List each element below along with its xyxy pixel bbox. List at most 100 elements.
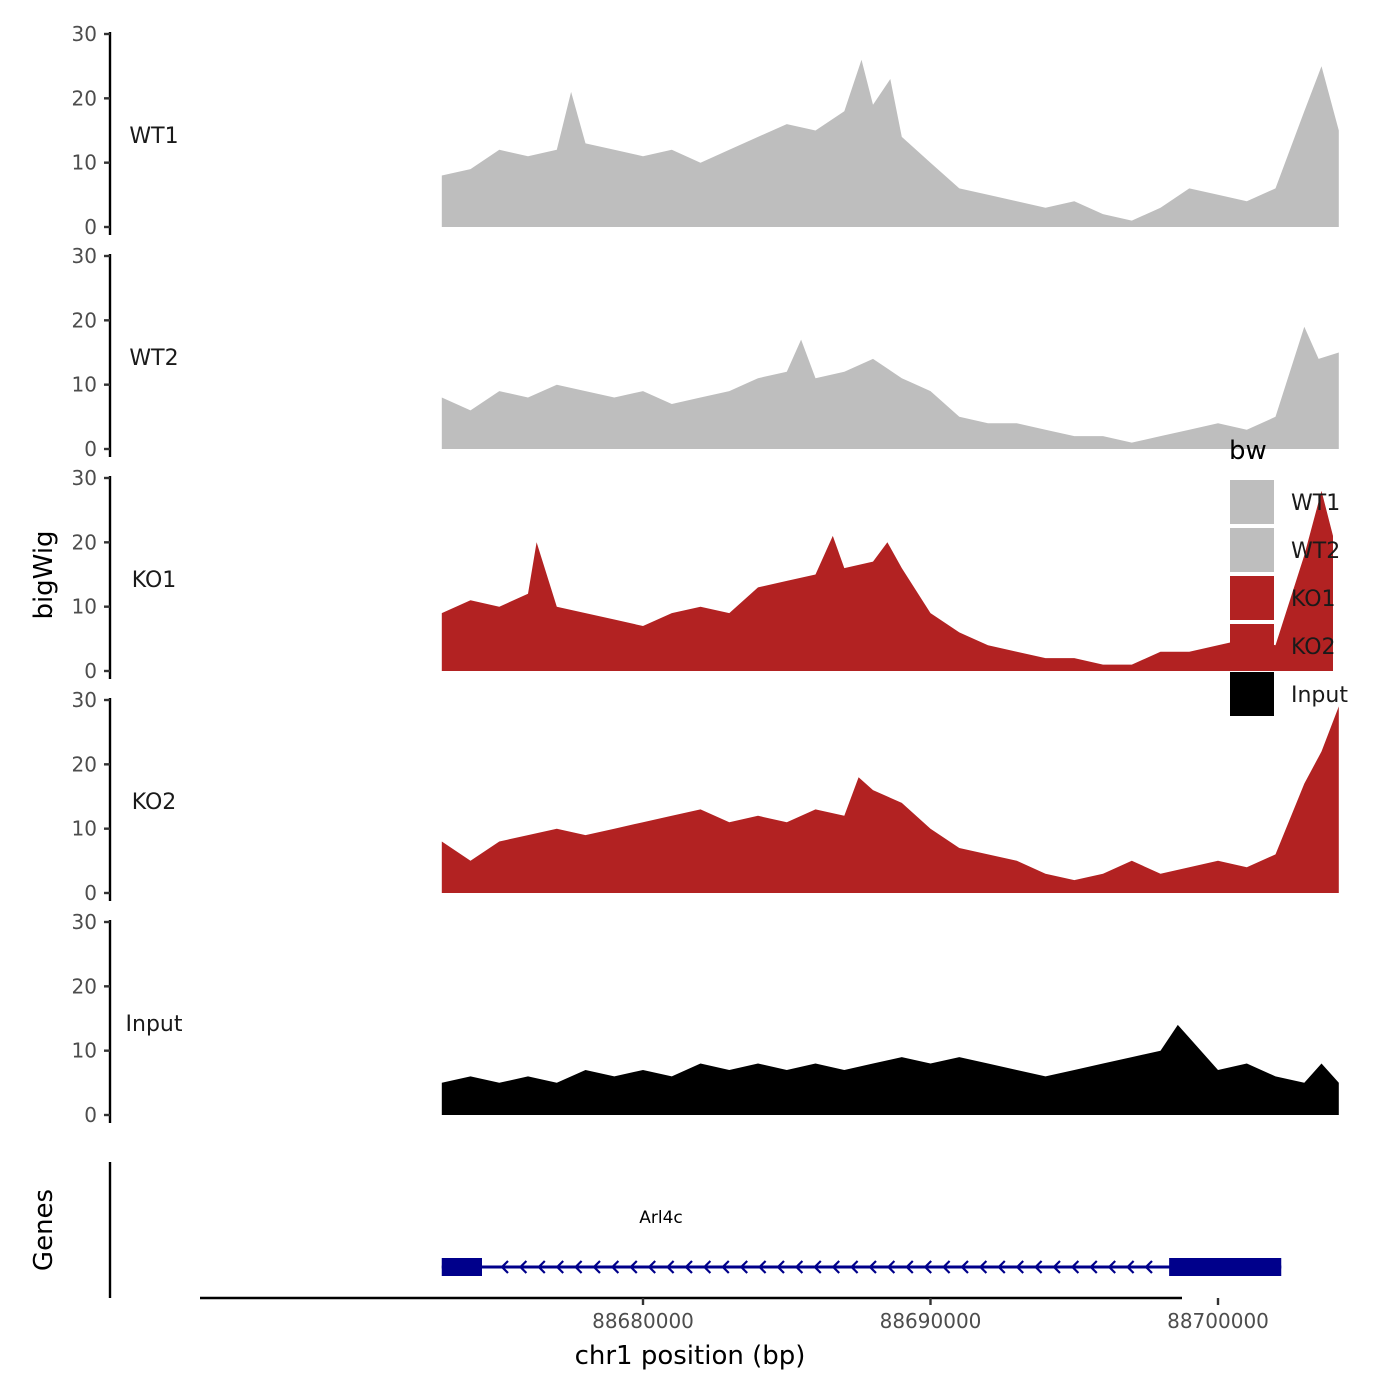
track-label-ko2: KO2 [132,790,177,815]
x-tick-label: 88680000 [592,1309,694,1333]
y-tick-label: 20 [72,308,97,332]
y-tick-label: 10 [72,595,97,619]
track-ko1: 0 10 20 30 KO1 [72,466,1333,683]
strand-arrow [813,1260,822,1274]
strand-arrow [610,1260,620,1274]
y-tick-label: 20 [72,86,97,110]
x-tick-label: 88690000 [880,1309,982,1333]
legend-swatch [1230,672,1274,716]
y-tick-label: 0 [84,659,97,683]
legend-swatch [1230,528,1274,572]
y-tick-label: 10 [72,817,97,841]
y-tick-label: 30 [72,244,97,268]
y-tick-label: 0 [84,437,97,461]
track-label-ko1: KO1 [132,568,177,593]
track-label-wt2: WT2 [129,346,178,371]
strand-arrow [500,1260,509,1274]
strand-arrow [831,1260,840,1274]
legend-item-ko1: KO1 [1230,576,1336,620]
strand-arrow [1144,1260,1153,1274]
track-label-input: Input [126,1012,183,1037]
track-input: 0 10 20 30 Input [72,910,1339,1127]
strand-arrow [647,1260,656,1274]
strand-arrow [942,1260,951,1274]
y-tick-label: 20 [72,530,97,554]
legend-label: WT1 [1291,491,1340,516]
strand-arrow [629,1260,638,1274]
strand-arrow [1089,1260,1098,1274]
y-tick-label: 0 [84,881,97,905]
strand-arrow [905,1260,914,1274]
strand-arrow [739,1260,748,1274]
legend-swatch [1230,624,1274,668]
strand-arrow [1107,1260,1116,1274]
coverage-area-ko1 [441,490,1333,671]
x-axis-title: chr1 position (bp) [575,1341,806,1371]
gene-name-label: Arl4c [639,1208,683,1228]
track-wt2: 0 10 20 30 WT2 [72,244,1339,461]
legend-swatch [1230,576,1274,620]
strand-arrow [537,1260,546,1274]
legend-title: bw [1229,436,1267,466]
legend-item-ko2: KO2 [1230,624,1336,668]
gene-exon [441,1258,482,1276]
legend-label: Input [1291,683,1348,708]
tracks-layer: 0 10 20 30 WT1 0 10 20 30 WT2 0 10 20 30 KO1 0 10 20 30 KO2… [72,22,1339,1127]
coverage-area-input [441,1024,1339,1115]
track-label-wt1: WT1 [129,124,178,149]
track-ko2: 0 10 20 30 KO2 [72,688,1339,905]
y-tick-label: 30 [72,910,97,934]
strand-arrow [1126,1260,1135,1274]
genes-panel: Genes Arl4c [29,1162,1282,1298]
legend-item-wt2: WT2 [1230,528,1340,572]
strand-arrow [721,1260,730,1274]
strand-arrow [960,1260,969,1274]
legend-label: KO2 [1291,635,1336,660]
coverage-area-wt2 [441,326,1339,449]
strand-arrow [1034,1260,1043,1274]
legend-swatch [1230,480,1274,524]
y-tick-label: 20 [72,752,97,776]
y-tick-label: 10 [72,373,97,397]
strand-arrow [886,1260,896,1274]
strand-arrow [518,1260,528,1274]
strand-arrow [1015,1260,1024,1274]
legend-label: WT2 [1291,539,1340,564]
strand-arrow [684,1260,693,1274]
y-axis-title: bigWig [29,530,59,619]
y-tick-label: 30 [72,688,97,712]
gene-model [441,1258,1282,1276]
x-tick-label: 88700000 [1167,1309,1269,1333]
strand-arrow [574,1260,583,1274]
track-wt1: 0 10 20 30 WT1 [72,22,1339,239]
strand-arrow [592,1260,601,1274]
strand-arrow [776,1260,785,1274]
strand-arrow [794,1260,804,1274]
strand-arrow [555,1260,564,1274]
strand-arrow [978,1260,988,1274]
y-tick-label: 0 [84,215,97,239]
strand-arrow [666,1260,675,1274]
gene-exon [1169,1258,1282,1276]
coverage-area-ko2 [441,706,1339,893]
legend-item-input: Input [1230,672,1348,716]
y-tick-label: 10 [72,1039,97,1063]
strand-arrow [997,1260,1006,1274]
y-tick-label: 30 [72,466,97,490]
strand-arrow [1052,1260,1061,1274]
genes-panel-label: Genes [29,1189,59,1271]
y-tick-label: 0 [84,1103,97,1127]
y-tick-label: 10 [72,151,97,175]
strand-arrow [868,1260,877,1274]
legend-item-wt1: WT1 [1230,480,1340,524]
y-tick-label: 30 [72,22,97,46]
strand-arrow [850,1260,859,1274]
coverage-area-wt1 [441,59,1339,228]
strand-arrow [758,1260,767,1274]
x-axis: chr1 position (bp) 88680000 88690000 88700… [200,1296,1269,1371]
strand-arrow [923,1260,932,1274]
strand-arrow [1070,1260,1080,1274]
legend-label: KO1 [1291,587,1336,612]
legend: bw WT1 WT2 KO1 KO2 Input [1229,436,1348,716]
